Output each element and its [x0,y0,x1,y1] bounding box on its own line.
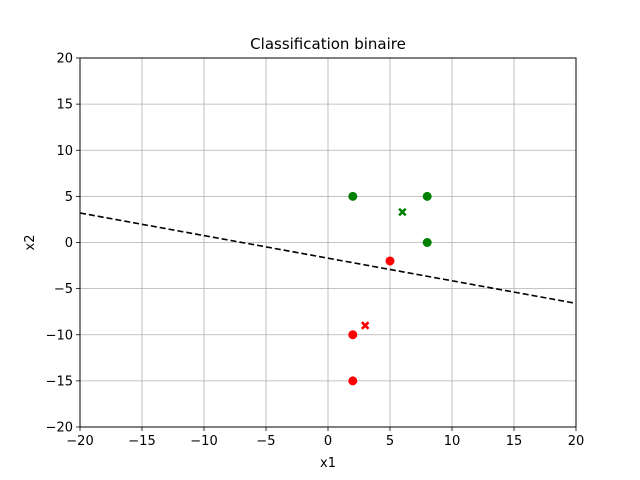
y-tick-label: −15 [46,374,73,389]
data-point [348,376,358,386]
data-point-x-marker [360,321,370,330]
decision-boundary-layer [79,212,577,305]
y-tick-label: 0 [65,236,73,251]
y-tick-label: 10 [56,144,73,159]
data-point [348,330,358,340]
x-axis-title: x1 [320,456,336,471]
axis-ticks: −20 −15 −10 −5 0 5 10 15 20 −20 −15 −10 −5 0 5 10 15 20 [46,52,585,450]
x-tick-label: 20 [568,434,585,449]
y-tick-label: 20 [56,52,73,67]
x-tick-label: 0 [324,434,332,449]
x-tick-label: −10 [190,434,217,449]
x-tick-label: 10 [444,434,461,449]
y-tick-label: 5 [65,190,73,205]
x-tick-label: 5 [386,434,394,449]
data-point [385,256,395,266]
data-point [422,191,432,201]
y-tick-label: 15 [56,98,73,113]
data-point-x-marker [398,207,407,217]
data-points [348,191,432,386]
x-tick-label: −20 [66,434,93,449]
x-tick-label: 15 [506,434,523,449]
x-tick-label: −15 [128,434,155,449]
decision-boundary-line [79,212,577,305]
data-point [422,238,432,247]
y-tick-label: −10 [46,328,73,343]
y-tick-label: −5 [54,282,73,297]
x-tick-label: −5 [256,434,275,449]
data-point [348,191,358,201]
y-axis-title: x2 [23,235,38,251]
chart-title: Classification binaire [250,35,406,53]
y-tick-label: −20 [46,421,73,436]
